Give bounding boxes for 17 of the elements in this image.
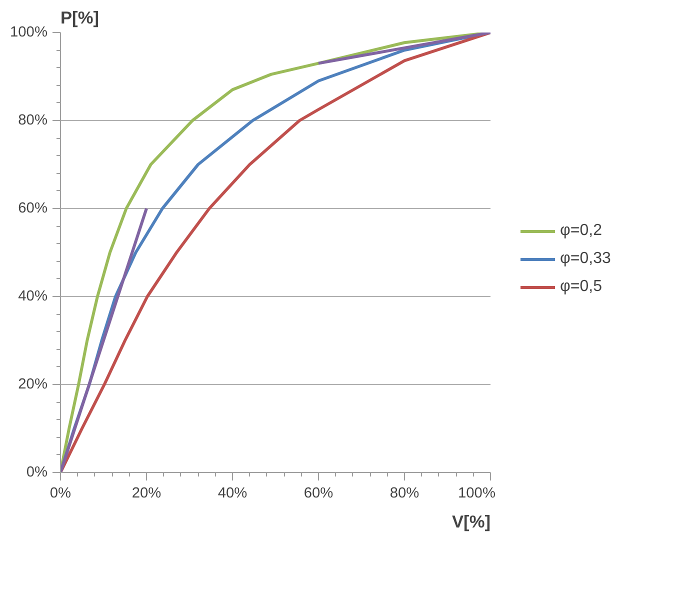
y-tick-label: 80% bbox=[18, 112, 48, 128]
x-tick-label: 40% bbox=[218, 486, 248, 502]
y-axis-title: P[%] bbox=[60, 8, 100, 28]
x-tick-label: 80% bbox=[390, 486, 420, 502]
y-tick-label: 0% bbox=[26, 464, 48, 480]
y-tick-label: 100% bbox=[10, 24, 48, 40]
x-tick-label: 60% bbox=[304, 486, 334, 502]
x-tick-label: 100% bbox=[458, 486, 496, 502]
y-tick-label: 60% bbox=[18, 200, 48, 216]
legend-label: φ=0,2 bbox=[560, 222, 602, 240]
legend-label: φ=0,5 bbox=[560, 278, 602, 296]
y-tick-label: 40% bbox=[18, 288, 48, 304]
x-tick-label: 0% bbox=[50, 486, 72, 502]
x-axis-title: V[%] bbox=[452, 512, 491, 532]
y-tick-label: 20% bbox=[18, 376, 48, 392]
legend-label: φ=0,33 bbox=[560, 250, 611, 268]
x-tick-label: 20% bbox=[132, 486, 162, 502]
